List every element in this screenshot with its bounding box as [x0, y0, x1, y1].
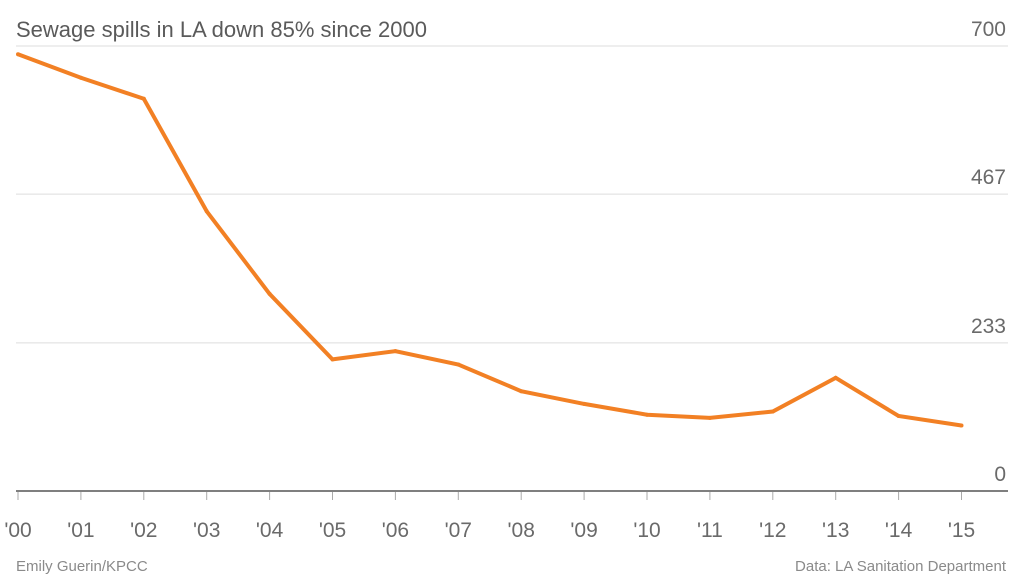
data-point — [582, 401, 587, 406]
data-point — [770, 409, 775, 414]
data-point — [645, 412, 649, 417]
x-tick-label: '15 — [948, 519, 975, 542]
gridlines — [16, 45, 1008, 492]
x-tick-label: '00 — [4, 519, 31, 542]
x-tick-label: '03 — [193, 519, 220, 542]
data-point — [519, 389, 524, 394]
x-tick-label: '05 — [319, 519, 346, 542]
data-point — [833, 375, 838, 380]
x-tick-label: '14 — [885, 519, 913, 542]
y-tick-label: 467 — [971, 166, 1006, 189]
data-point — [330, 357, 335, 362]
x-tick-label: '10 — [633, 519, 660, 542]
source-text: Data: LA Sanitation Department — [795, 558, 1007, 575]
data-point — [78, 75, 83, 80]
data-point — [204, 209, 209, 214]
x-tick-label: '02 — [130, 519, 157, 542]
x-tick-label: '07 — [445, 519, 472, 542]
y-tick-label: 700 — [971, 18, 1006, 41]
x-tick-label: '11 — [697, 519, 723, 542]
x-tick-label: '08 — [508, 519, 535, 542]
credit-text: Emily Guerin/KPCC — [16, 558, 148, 575]
data-point — [267, 291, 272, 296]
data-point — [707, 415, 712, 420]
y-tick-label: 0 — [994, 463, 1006, 486]
data-point — [456, 362, 461, 367]
x-tick-label: '13 — [822, 519, 849, 542]
x-tick-label: '12 — [759, 519, 786, 542]
x-tick-label: '04 — [256, 519, 284, 542]
x-tick-label: '01 — [67, 519, 94, 542]
chart-title: Sewage spills in LA down 85% since 2000 — [16, 17, 427, 42]
data-point — [16, 52, 20, 57]
x-tick-labels: '00 '01 '02 '03 '04 '05 '06 '07 '08 '09 '10 '11 '12 '… — [4, 492, 975, 542]
data-point — [393, 349, 398, 354]
series — [16, 52, 964, 428]
y-tick-labels: 0 233 467 700 — [971, 18, 1006, 486]
data-point — [959, 423, 964, 428]
x-tick-label: '06 — [382, 519, 409, 542]
series-line — [17, 52, 962, 428]
data-point — [896, 413, 901, 418]
data-point — [141, 96, 146, 101]
y-tick-label: 233 — [971, 315, 1006, 338]
x-tick-label: '09 — [570, 519, 597, 542]
